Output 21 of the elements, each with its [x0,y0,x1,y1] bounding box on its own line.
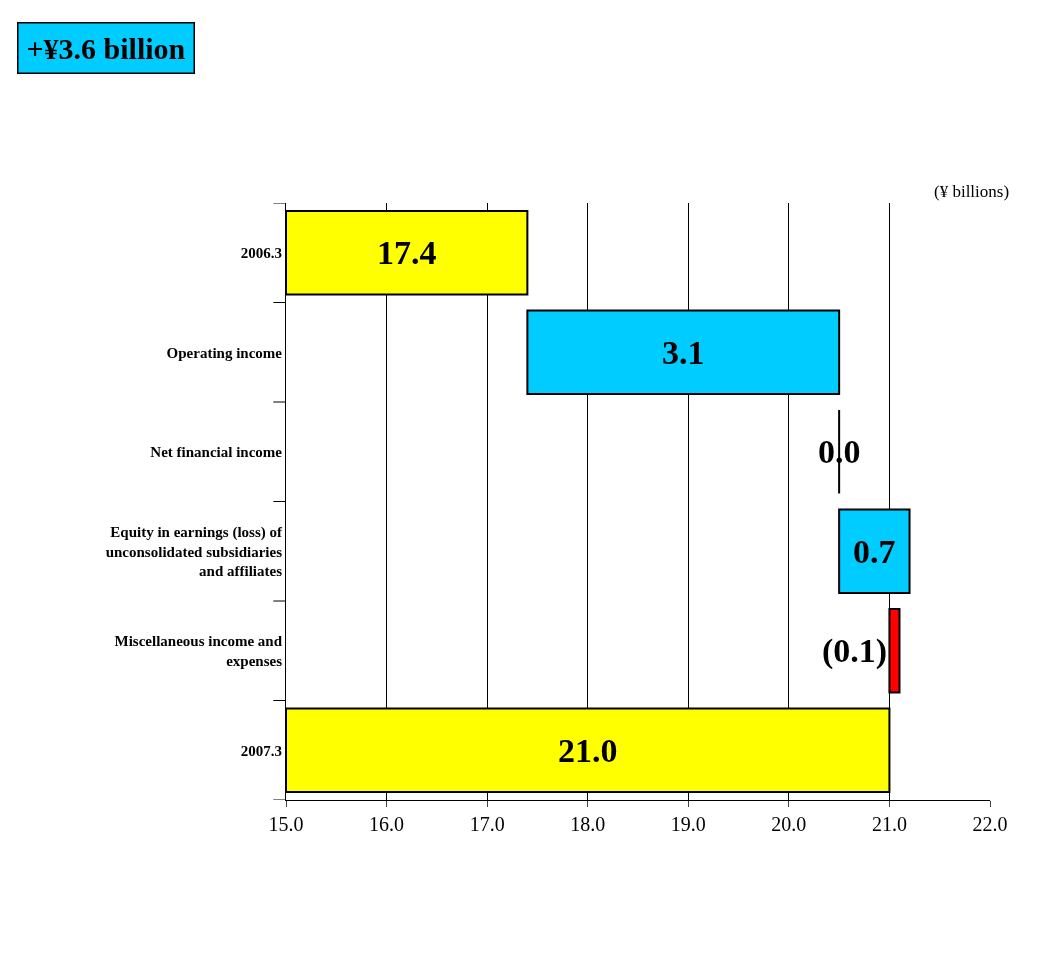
data-label: 17.4 [377,234,437,271]
x-tick-label: 19.0 [670,813,706,835]
y-tick-label: Operating income [166,344,283,361]
y-tick-label: 2006.3 [240,245,282,261]
x-tick-label: 17.0 [469,813,505,835]
x-tick-label: 21.0 [871,813,907,835]
x-tick-label: 20.0 [771,813,807,835]
text: (¥ billions) [934,182,1010,201]
chart-title: +¥3.6 billion [26,31,186,65]
y-tick-label: Net financial income [150,444,283,460]
x-tick-label: 18.0 [570,813,606,835]
y-tick-label: 2007.3 [240,742,282,759]
x-tick-label: 16.0 [369,813,405,835]
data-label: 21.0 [558,732,618,769]
x-tick-label: 22.0 [972,813,1008,835]
y-tick-label: Equity in earnings (loss) of unconsolidated subsidiaries and affiliates [105,524,283,579]
data-label: 3.1 [662,334,705,371]
y-tick-label: Miscellaneous income and expenses [114,633,283,669]
x-tick-label: 15.0 [268,813,304,835]
data-label: 0.7 [853,533,896,570]
data-label: (0.1) [822,632,888,670]
